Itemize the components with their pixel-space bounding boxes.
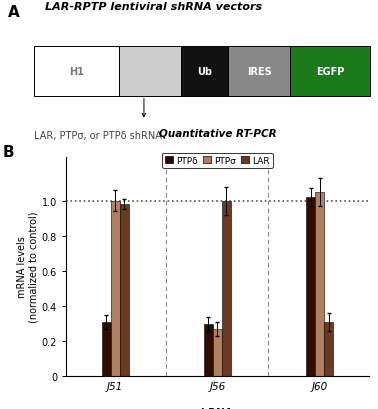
- FancyBboxPatch shape: [228, 47, 290, 97]
- Text: Ub: Ub: [197, 67, 212, 76]
- Text: LAR-RPTP lentiviral shRNA vectors: LAR-RPTP lentiviral shRNA vectors: [45, 2, 262, 11]
- Bar: [306, 198, 315, 376]
- Text: B: B: [3, 144, 14, 159]
- Bar: [102, 322, 111, 376]
- Bar: [324, 322, 333, 376]
- Bar: [213, 329, 222, 376]
- Text: IRES: IRES: [247, 67, 271, 76]
- FancyBboxPatch shape: [181, 47, 228, 97]
- Text: Quantitative RT-PCR: Quantitative RT-PCR: [158, 128, 276, 138]
- Bar: [120, 205, 129, 376]
- Bar: [222, 201, 231, 376]
- FancyBboxPatch shape: [119, 47, 181, 97]
- FancyBboxPatch shape: [290, 47, 370, 97]
- Bar: [204, 324, 213, 376]
- Y-axis label: mRNA levels
(normalized to control): mRNA levels (normalized to control): [17, 211, 39, 322]
- Bar: [315, 193, 324, 376]
- Bar: [111, 201, 120, 376]
- Text: A: A: [8, 4, 19, 20]
- Text: LAR, PTPσ, or PTPδ shRNA: LAR, PTPσ, or PTPδ shRNA: [34, 130, 162, 141]
- Text: EGFP: EGFP: [316, 67, 344, 76]
- Text: H1: H1: [69, 67, 84, 76]
- FancyBboxPatch shape: [34, 47, 119, 97]
- Text: shRNAs: shRNAs: [195, 407, 240, 409]
- Legend: PTPδ, PTPσ, LAR: PTPδ, PTPσ, LAR: [162, 153, 273, 169]
